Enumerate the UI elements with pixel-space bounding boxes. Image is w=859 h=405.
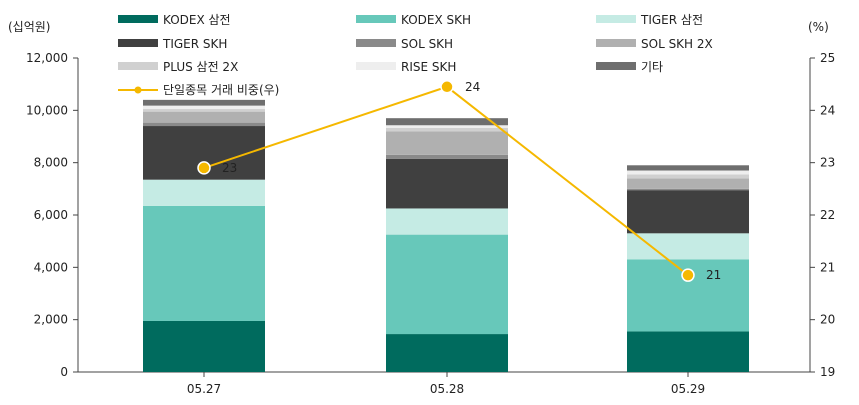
line-data-label: 23 <box>222 161 237 175</box>
bar-segment <box>627 331 749 372</box>
legend-swatch <box>596 62 636 70</box>
right-tick-label: 20 <box>820 313 835 327</box>
legend-swatch <box>356 39 396 47</box>
legend-swatch <box>118 62 158 70</box>
bar-segment <box>386 125 508 128</box>
bars <box>143 99 749 372</box>
bar-segment <box>386 208 508 235</box>
left-tick-label: 6,000 <box>34 208 68 222</box>
legend-label: TIGER SKH <box>162 37 227 51</box>
legend-label: KODEX 삼전 <box>163 13 231 27</box>
line-data-label: 24 <box>465 80 480 94</box>
right-tick-label: 24 <box>820 103 835 117</box>
bar-segment <box>627 188 749 191</box>
right-tick-label: 21 <box>820 260 835 274</box>
legend-label: PLUS 삼전 2X <box>163 60 238 74</box>
legend-swatch <box>596 15 636 23</box>
right-tick-label: 25 <box>820 51 835 65</box>
line-point <box>681 268 695 282</box>
right-tick-label: 23 <box>820 156 835 170</box>
legend-label: 단일종목 거래 비중(우) <box>163 83 279 97</box>
bar-segment <box>627 190 749 234</box>
left-tick-label: 0 <box>60 365 68 379</box>
bar-segment <box>627 233 749 260</box>
x-tick-label: 05.27 <box>187 382 221 396</box>
legend-label: 기타 <box>641 60 663 74</box>
legend-label: SOL SKH 2X <box>641 37 713 51</box>
bar-segment <box>143 179 265 206</box>
left-tick-label: 8,000 <box>34 156 68 170</box>
legend-label: SOL SKH <box>401 37 453 51</box>
line-series: 23 24 21 <box>197 80 721 282</box>
bar-segment <box>386 154 508 159</box>
bar-segment <box>386 127 508 132</box>
left-tick-label: 10,000 <box>26 103 68 117</box>
bar-segment <box>143 122 265 127</box>
bar-segment <box>386 118 508 126</box>
x-tick-label: 05.28 <box>430 382 464 396</box>
bar-segment <box>143 99 265 106</box>
left-tick-label: 12,000 <box>26 51 68 65</box>
bar-segment <box>386 131 508 155</box>
right-axis-unit: (%) <box>808 20 829 34</box>
x-tick-label: 05.29 <box>671 382 705 396</box>
bar-segment <box>143 111 265 123</box>
line-point <box>197 161 211 175</box>
legend-label: TIGER 삼전 <box>640 13 703 27</box>
bar-segment <box>386 158 508 209</box>
line-point <box>440 80 454 94</box>
bar-segment <box>627 174 749 179</box>
legend-swatch <box>118 15 158 23</box>
legend-swatch <box>596 39 636 47</box>
bar-segment <box>386 234 508 335</box>
right-tick-label: 22 <box>820 208 835 222</box>
left-axis-unit: (십억원) <box>8 20 50 34</box>
bar-segment <box>143 105 265 110</box>
legend-label: KODEX SKH <box>401 13 471 27</box>
bar-segment <box>627 170 749 175</box>
line-data-label: 21 <box>706 268 721 282</box>
bar-segment <box>627 178 749 189</box>
legend-label: RISE SKH <box>401 60 456 74</box>
axes: 02,0004,0006,0008,00010,00012,0001920212… <box>8 20 835 396</box>
legend: KODEX 삼전 KODEX SKH TIGER 삼전 TIGER SKH SOL SK… <box>118 13 713 97</box>
left-tick-label: 4,000 <box>34 260 68 274</box>
right-tick-label: 19 <box>820 365 835 379</box>
bar-segment <box>386 334 508 372</box>
left-tick-label: 2,000 <box>34 313 68 327</box>
legend-swatch <box>356 62 396 70</box>
legend-line-marker <box>134 86 142 94</box>
bar-segment <box>143 109 265 112</box>
bar-segment <box>143 205 265 321</box>
bar-segment <box>627 165 749 171</box>
legend-swatch <box>356 15 396 23</box>
legend-swatch <box>118 39 158 47</box>
bar-segment <box>143 320 265 372</box>
